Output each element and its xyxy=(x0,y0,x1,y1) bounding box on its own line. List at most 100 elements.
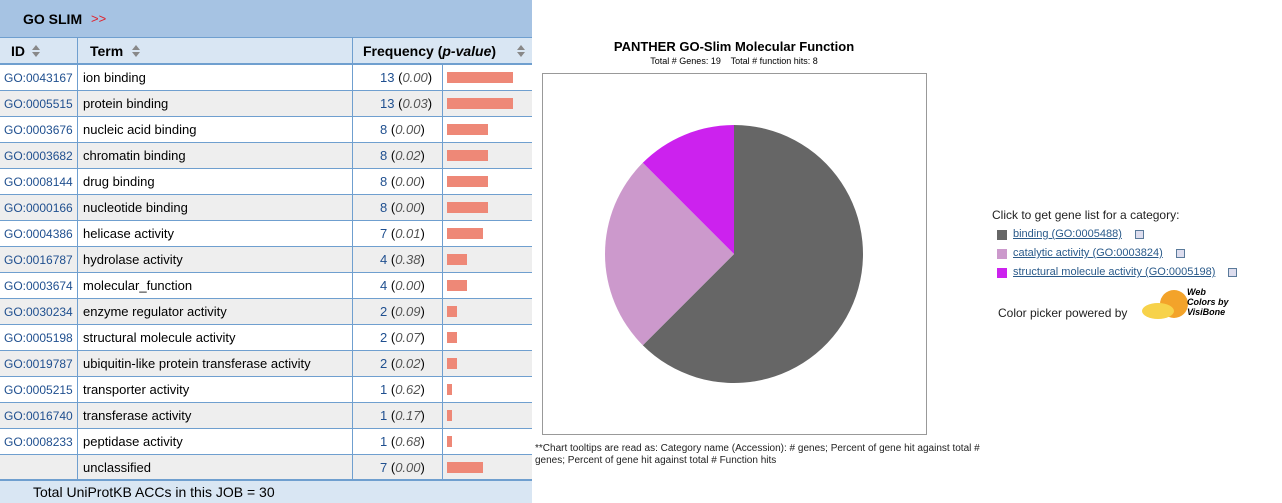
col-id[interactable]: ID xyxy=(0,38,78,63)
gene-count-link[interactable]: 8 xyxy=(380,148,388,163)
go-id-link[interactable]: GO:0003676 xyxy=(4,123,73,137)
term: chromatin binding xyxy=(83,148,186,163)
gene-count-link[interactable]: 2 xyxy=(380,304,388,319)
expand-arrow[interactable]: >> xyxy=(91,11,107,26)
p-value: 0.00 xyxy=(391,278,425,293)
color-picker-text: Color picker powered by xyxy=(998,306,1128,320)
term-cell: chromatin binding xyxy=(78,143,353,169)
go-id-link[interactable]: GO:0030234 xyxy=(4,305,73,319)
id-cell: GO:0016740 xyxy=(0,403,78,429)
id-cell: GO:0000166 xyxy=(0,195,78,221)
legend-link[interactable]: structural molecule activity (GO:0005198… xyxy=(1013,266,1216,278)
p-value: 0.17 xyxy=(391,408,425,423)
p-value: 0.00 xyxy=(391,122,425,137)
table-row: GO:0016787 hydrolase activity 4 0.38 xyxy=(0,247,532,273)
go-id-link[interactable]: GO:0003682 xyxy=(4,149,73,163)
export-icon[interactable] xyxy=(1175,249,1185,258)
term: drug binding xyxy=(83,174,155,189)
frequency-cell: 8 0.00 xyxy=(353,195,443,221)
frequency-cell: 7 0.00 xyxy=(353,455,443,481)
term-cell: molecular_function xyxy=(78,273,353,299)
footnote: **Chart tooltips are read as: Category n… xyxy=(535,443,980,466)
table-row: GO:0030234 enzyme regulator activity 2 0.0… xyxy=(0,299,532,325)
id-cell: GO:0003674 xyxy=(0,273,78,299)
frequency-cell: 13 0.03 xyxy=(353,91,443,117)
gene-count-link[interactable]: 4 xyxy=(380,278,388,293)
col-term[interactable]: Term xyxy=(78,38,353,63)
pie-slice[interactable] xyxy=(642,125,734,254)
frequency-bar xyxy=(447,150,488,161)
table-row: GO:0008233 peptidase activity 1 0.68 xyxy=(0,429,532,455)
frequency-cell: 4 0.38 xyxy=(353,247,443,273)
go-id-link[interactable]: GO:0005215 xyxy=(4,383,73,397)
export-icon[interactable] xyxy=(1228,268,1238,277)
id-cell: GO:0005198 xyxy=(0,325,78,351)
go-id-link[interactable]: GO:0016787 xyxy=(4,253,73,267)
legend-prompt: Click to get gene list for a category: xyxy=(992,208,1180,222)
frequency-cell: 2 0.02 xyxy=(353,351,443,377)
term-cell: unclassified xyxy=(78,455,353,481)
export-icon[interactable] xyxy=(1134,230,1144,239)
p-value: 0.02 xyxy=(391,356,425,371)
frequency-cell: 7 0.01 xyxy=(353,221,443,247)
gene-count-link[interactable]: 8 xyxy=(380,200,388,215)
gene-count-link[interactable]: 1 xyxy=(380,408,388,423)
legend-link[interactable]: binding (GO:0005488) xyxy=(1013,228,1122,240)
table-row: GO:0004386 helicase activity 7 0.01 xyxy=(0,221,532,247)
col-label: Frequency p-value xyxy=(363,43,496,59)
go-id-link[interactable]: GO:0008144 xyxy=(4,175,73,189)
term: protein binding xyxy=(83,96,169,111)
frequency-cell: 1 0.68 xyxy=(353,429,443,455)
icon-shape xyxy=(1134,230,1144,239)
bar-cell xyxy=(443,247,532,273)
go-id-link[interactable]: GO:0019787 xyxy=(4,357,73,371)
table-row: GO:0003682 chromatin binding 8 0.02 xyxy=(0,143,532,169)
legend-link[interactable]: catalytic activity (GO:0003824) xyxy=(1013,247,1163,259)
term-cell: nucleic acid binding xyxy=(78,117,353,143)
go-id-link[interactable]: GO:0000166 xyxy=(4,201,73,215)
bar-cell xyxy=(443,273,532,299)
legend-swatch xyxy=(997,249,1007,259)
go-id-link[interactable]: GO:0005515 xyxy=(4,97,73,111)
bar-cell xyxy=(443,299,532,325)
chart-title: PANTHER GO-Slim Molecular Function xyxy=(613,39,855,54)
gene-count-link[interactable]: 7 xyxy=(380,226,388,241)
gene-count-link[interactable]: 2 xyxy=(380,356,388,371)
term: molecular_function xyxy=(83,278,193,293)
pie-slice[interactable] xyxy=(642,125,863,383)
go-id-link[interactable]: GO:0004386 xyxy=(4,227,73,241)
go-id-link[interactable]: GO:0043167 xyxy=(4,71,73,85)
go-id-link[interactable]: GO:0008233 xyxy=(4,435,73,449)
gene-count-link[interactable]: 4 xyxy=(380,252,388,267)
go-id-link[interactable]: GO:0005198 xyxy=(4,331,73,345)
bar-cell xyxy=(443,91,532,117)
pie-slice[interactable] xyxy=(605,162,734,346)
gene-count-link[interactable]: 13 xyxy=(380,70,395,85)
p-value: 0.38 xyxy=(391,252,425,267)
gene-count-link[interactable]: 1 xyxy=(380,382,388,397)
visibone-logo[interactable]: Web Colors by VisiBone xyxy=(1140,284,1236,322)
bar-cell xyxy=(443,377,532,403)
frequency-cell: 8 0.02 xyxy=(353,143,443,169)
go-id-link[interactable]: GO:0016740 xyxy=(4,409,73,423)
term-cell: nucleotide binding xyxy=(78,195,353,221)
gene-count-link[interactable]: 7 xyxy=(380,460,388,475)
logo-text: Colors by xyxy=(1187,297,1230,307)
frequency-bar xyxy=(447,124,488,135)
bar-cell xyxy=(443,195,532,221)
gene-count-link[interactable]: 1 xyxy=(380,434,388,449)
term: hydrolase activity xyxy=(83,252,183,267)
col-frequency[interactable]: Frequency p-value xyxy=(353,38,532,63)
sort-icon xyxy=(132,45,140,57)
go-id-link[interactable]: GO:0003674 xyxy=(4,279,73,293)
gene-count-link[interactable]: 2 xyxy=(380,330,388,345)
bar-cell xyxy=(443,221,532,247)
frequency-cell: 2 0.07 xyxy=(353,325,443,351)
gene-count-link[interactable]: 13 xyxy=(380,96,395,111)
frequency-bar xyxy=(447,358,458,369)
table-row: GO:0016740 transferase activity 1 0.17 xyxy=(0,403,532,429)
gene-count-link[interactable]: 8 xyxy=(380,174,388,189)
gene-count-link[interactable]: 8 xyxy=(380,122,388,137)
p-value: 0.68 xyxy=(391,434,425,449)
